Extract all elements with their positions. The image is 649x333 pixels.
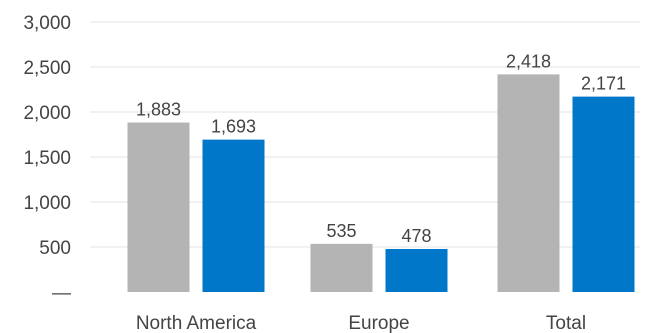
data-labels: 1,883 1,693 535 478 2,418 2,171 <box>136 51 626 246</box>
y-tick-label: 3,000 <box>23 13 71 34</box>
data-label: 2,418 <box>506 51 551 71</box>
x-category-label: Total <box>546 313 586 333</box>
x-category-label: Europe <box>348 313 409 333</box>
x-axis-categories: North America Europe Total <box>136 313 586 333</box>
y-tick-label: 1,500 <box>23 148 71 169</box>
bars <box>127 74 635 292</box>
data-label: 535 <box>326 221 356 241</box>
x-category-label: North America <box>136 313 257 333</box>
y-tick-label: — <box>52 283 71 304</box>
bar <box>127 122 190 292</box>
data-label: 2,171 <box>581 74 626 94</box>
y-tick-label: 2,000 <box>23 103 71 124</box>
bar <box>202 139 265 292</box>
data-label: 1,693 <box>211 117 256 137</box>
data-label: 478 <box>401 226 431 246</box>
bar <box>310 243 373 292</box>
y-tick-label: 1,000 <box>23 193 71 214</box>
y-tick-label: 500 <box>39 238 71 259</box>
bar <box>497 74 560 292</box>
y-axis-ticks: — 500 1,000 1,500 2,000 2,500 3,000 <box>23 13 71 304</box>
bar <box>572 96 635 292</box>
bar <box>385 248 448 292</box>
y-tick-label: 2,500 <box>23 58 71 79</box>
data-label: 1,883 <box>136 100 181 120</box>
